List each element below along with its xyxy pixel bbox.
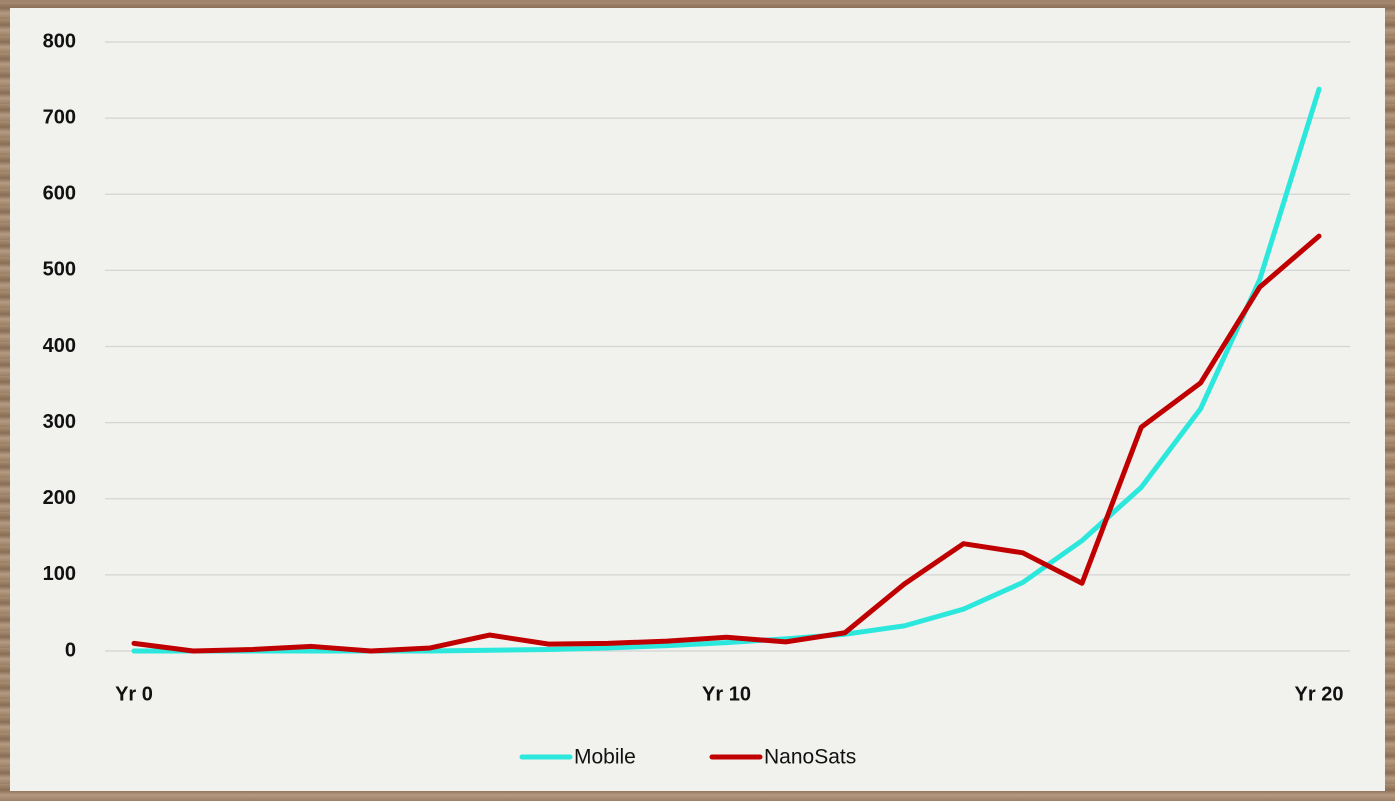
y-tick-label: 500 [43,259,76,281]
line-series [131,233,1322,654]
chart-panel [10,8,1385,791]
y-tick-label: 200 [43,487,76,509]
legend-label: NanoSats [764,746,856,769]
y-tick-label: 600 [43,183,76,205]
legend-label: Mobile [574,746,636,769]
y-tick-label: 800 [43,30,76,52]
y-tick-label: 300 [43,411,76,433]
y-tick-label: 700 [43,106,76,128]
y-tick-label: 100 [43,563,76,585]
y-tick-label: 0 [65,639,76,661]
x-tick-label: Yr 10 [702,683,751,705]
x-tick-label: Yr 0 [115,683,153,705]
y-tick-label: 400 [43,335,76,357]
line-series [131,86,1322,654]
x-tick-label: Yr 20 [1295,683,1344,705]
